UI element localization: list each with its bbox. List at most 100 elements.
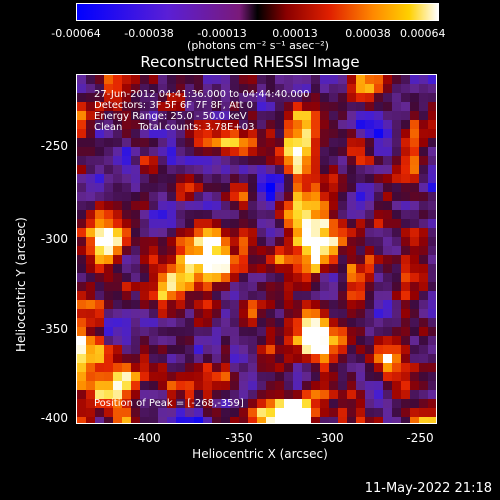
heatmap-cell xyxy=(194,255,203,264)
heatmap-cell xyxy=(77,264,86,273)
heatmap-cell xyxy=(239,246,248,255)
heatmap-cell xyxy=(392,381,401,390)
heatmap-cell xyxy=(401,318,410,327)
heatmap-cell xyxy=(302,291,311,300)
heatmap-cell xyxy=(221,84,230,93)
heatmap-cell xyxy=(86,300,95,309)
heatmap-cell xyxy=(365,192,374,201)
heatmap-cell xyxy=(257,327,266,336)
heatmap-cell xyxy=(158,417,167,423)
heatmap-cell xyxy=(302,264,311,273)
heatmap-cell xyxy=(365,183,374,192)
heatmap-cell xyxy=(167,291,176,300)
heatmap-cell xyxy=(131,246,140,255)
heatmap-cell xyxy=(356,390,365,399)
heatmap-cell xyxy=(185,201,194,210)
heatmap-cell xyxy=(338,237,347,246)
heatmap-cell xyxy=(383,75,392,84)
heatmap-cell xyxy=(104,174,113,183)
heatmap-cell xyxy=(320,219,329,228)
heatmap-cell xyxy=(374,390,383,399)
heatmap-cell xyxy=(86,237,95,246)
heatmap-cell xyxy=(293,93,302,102)
heatmap-cell xyxy=(86,156,95,165)
heatmap-cell xyxy=(365,228,374,237)
heatmap-cell xyxy=(131,417,140,423)
heatmap-cell xyxy=(320,345,329,354)
heatmap-cell xyxy=(86,318,95,327)
colorbar-units: (photons cm⁻² s⁻¹ asec⁻²) xyxy=(187,39,329,52)
heatmap-cell xyxy=(275,273,284,282)
heatmap-cell xyxy=(185,246,194,255)
heatmap-cell xyxy=(257,84,266,93)
heatmap-cell xyxy=(158,300,167,309)
heatmap-cell xyxy=(293,264,302,273)
heatmap-cell xyxy=(221,75,230,84)
colorbar xyxy=(76,3,439,21)
heatmap-cell xyxy=(311,300,320,309)
heatmap-cell xyxy=(149,372,158,381)
heatmap-cell xyxy=(113,408,122,417)
heatmap-cell xyxy=(275,201,284,210)
heatmap-cell xyxy=(419,174,428,183)
heatmap-cell xyxy=(95,138,104,147)
heatmap-cell xyxy=(95,147,104,156)
heatmap-cell xyxy=(176,147,185,156)
heatmap-cell xyxy=(347,174,356,183)
heatmap-cell xyxy=(392,291,401,300)
heatmap-cell xyxy=(329,102,338,111)
heatmap-cell xyxy=(428,336,436,345)
heatmap-cell xyxy=(356,111,365,120)
heatmap-cell xyxy=(374,345,383,354)
heatmap-cell xyxy=(149,183,158,192)
heatmap-cell xyxy=(329,291,338,300)
heatmap-cell xyxy=(167,183,176,192)
heatmap-cell xyxy=(185,228,194,237)
heatmap-cell xyxy=(86,129,95,138)
heatmap-cell xyxy=(221,183,230,192)
heatmap-cell xyxy=(248,354,257,363)
heatmap-cell xyxy=(365,399,374,408)
heatmap-cell xyxy=(275,354,284,363)
heatmap-cell xyxy=(428,201,436,210)
heatmap-cell xyxy=(95,174,104,183)
heatmap-cell xyxy=(185,372,194,381)
heatmap-cell xyxy=(230,291,239,300)
heatmap-cell xyxy=(221,399,230,408)
heatmap-cell xyxy=(221,138,230,147)
heatmap-cell xyxy=(347,138,356,147)
heatmap-cell xyxy=(302,183,311,192)
heatmap-cell xyxy=(230,300,239,309)
heatmap-cell xyxy=(239,291,248,300)
heatmap-cell xyxy=(140,210,149,219)
heatmap-cell xyxy=(86,192,95,201)
heatmap-cell xyxy=(374,363,383,372)
heatmap-cell xyxy=(401,138,410,147)
heatmap-cell xyxy=(122,165,131,174)
heatmap-cell xyxy=(113,363,122,372)
heatmap-cell xyxy=(95,129,104,138)
heatmap-cell xyxy=(401,201,410,210)
heatmap-cell xyxy=(230,111,239,120)
heatmap-cell xyxy=(347,183,356,192)
heatmap-cell xyxy=(356,192,365,201)
heatmap-cell xyxy=(158,111,167,120)
heatmap-cell xyxy=(95,192,104,201)
heatmap-cell xyxy=(140,300,149,309)
heatmap-cell xyxy=(248,228,257,237)
footer-date: 11-May-2022 21:18 xyxy=(364,481,492,496)
heatmap-cell xyxy=(338,84,347,93)
heatmap-cell xyxy=(95,300,104,309)
heatmap-cell xyxy=(338,75,347,84)
heatmap-cell xyxy=(401,174,410,183)
heatmap-cell xyxy=(410,264,419,273)
heatmap-cell xyxy=(77,174,86,183)
heatmap-cell xyxy=(338,372,347,381)
heatmap-cell xyxy=(311,138,320,147)
heatmap-cell xyxy=(212,138,221,147)
heatmap-cell xyxy=(284,399,293,408)
heatmap-cell xyxy=(410,381,419,390)
heatmap-cell xyxy=(419,336,428,345)
heatmap-cell xyxy=(77,363,86,372)
heatmap-cell xyxy=(401,354,410,363)
